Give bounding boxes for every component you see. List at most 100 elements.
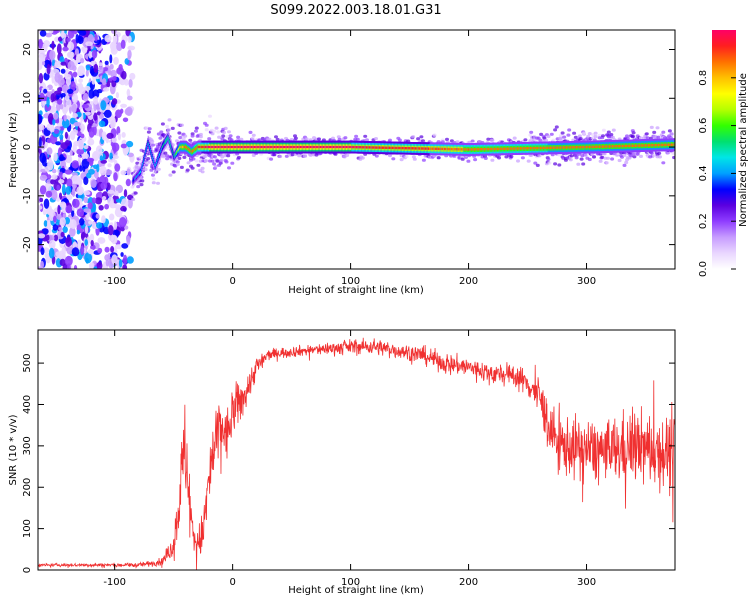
ridge-halo-mark: [466, 159, 471, 163]
ridge-halo-mark: [178, 136, 183, 140]
ridge-halo-mark: [198, 135, 203, 139]
ridge-halo-mark: [363, 134, 368, 138]
noise-mark: [58, 156, 66, 161]
noise-mark: [39, 92, 45, 102]
ridge-halo-mark: [661, 161, 666, 165]
ridge-halo-mark: [593, 135, 598, 139]
ridge-halo-mark: [391, 157, 396, 161]
noise-mark: [39, 185, 47, 195]
noise-mark: [60, 61, 67, 66]
noise-mark: [77, 35, 84, 45]
noise-mark: [78, 188, 83, 195]
noise-mark: [95, 213, 100, 219]
noise-mark: [40, 260, 44, 269]
ridge-halo-mark: [289, 138, 294, 142]
noise-mark: [71, 103, 77, 114]
noise-mark: [88, 127, 95, 138]
noise-mark: [128, 78, 133, 88]
ridge-halo-mark: [278, 154, 283, 159]
noise-mark: [69, 130, 76, 141]
ridge-halo-mark: [188, 138, 193, 142]
ridge-halo-mark: [572, 131, 577, 135]
noise-mark: [117, 132, 122, 141]
ridge-halo-mark: [223, 126, 228, 130]
spectrogram-ridge: [130, 114, 675, 202]
noise-mark: [59, 134, 64, 140]
ridge-halo-mark: [284, 154, 289, 158]
noise-mark: [107, 157, 116, 163]
ridge-halo-mark: [411, 135, 416, 139]
noise-mark: [106, 182, 111, 191]
noise-mark: [120, 143, 127, 149]
ridge-halo-mark: [210, 159, 215, 163]
noise-mark: [90, 240, 94, 246]
ridge-halo-mark: [160, 122, 165, 126]
noise-mark: [124, 58, 130, 65]
noise-mark: [98, 205, 104, 211]
noise-mark: [120, 252, 124, 257]
ridge-halo-mark: [200, 170, 205, 174]
ridge-halo-mark: [194, 129, 198, 133]
ridge-halo-mark: [226, 154, 231, 158]
ridge-halo-mark: [151, 143, 155, 147]
ridge-halo-mark: [657, 151, 662, 155]
ridge-halo-mark: [179, 123, 184, 127]
ridge-halo-mark: [669, 132, 674, 136]
ridge-halo-mark: [336, 135, 341, 139]
noise-mark: [53, 112, 59, 120]
ridge-halo-mark: [196, 163, 201, 167]
ridge-halo-mark: [432, 133, 437, 137]
ridge-halo-mark: [483, 156, 488, 160]
noise-mark: [87, 138, 95, 146]
noise-mark: [78, 82, 84, 92]
noise-mark: [43, 198, 50, 209]
ridge-halo-mark: [250, 136, 255, 140]
noise-mark: [93, 96, 99, 105]
noise-mark: [94, 197, 103, 205]
noise-mark: [81, 152, 89, 160]
noise-mark: [111, 30, 117, 34]
noise-mark: [90, 244, 96, 251]
noise-mark: [63, 114, 67, 122]
noise-mark: [80, 245, 85, 256]
noise-mark: [96, 261, 103, 269]
ridge-halo-mark: [219, 158, 224, 162]
noise-mark: [46, 234, 50, 241]
noise-mark: [92, 89, 100, 99]
ridge-halo-mark: [133, 191, 138, 195]
noise-mark: [127, 152, 134, 158]
ridge-halo-mark: [200, 166, 205, 170]
noise-mark: [72, 65, 77, 72]
noise-mark: [56, 196, 60, 202]
noise-mark: [127, 197, 133, 209]
ridge-halo-mark: [170, 126, 175, 130]
ridge-halo-mark: [551, 138, 556, 142]
noise-mark: [47, 113, 54, 124]
ridge-halo-mark: [523, 138, 528, 142]
noise-mark: [71, 198, 80, 208]
noise-mark: [91, 79, 96, 85]
ridge-halo-mark: [667, 129, 672, 133]
ridge-halo-mark: [297, 154, 302, 158]
ridge-halo-mark: [138, 155, 143, 160]
noise-mark: [80, 58, 85, 64]
noise-mark: [78, 139, 84, 150]
ridge-halo-mark: [529, 130, 534, 134]
noise-mark: [66, 37, 71, 42]
noise-mark: [61, 118, 70, 129]
noise-mark: [58, 226, 63, 231]
noise-mark: [39, 174, 48, 181]
noise-mark: [120, 170, 127, 176]
noise-mark: [45, 190, 53, 198]
noise-mark: [120, 205, 127, 212]
ridge-halo-mark: [158, 136, 163, 140]
noise-mark: [90, 60, 96, 66]
noise-mark: [43, 220, 48, 227]
ridge-halo-mark: [165, 124, 170, 129]
noise-mark: [120, 198, 129, 209]
noise-mark: [83, 145, 89, 150]
ridge-halo-mark: [649, 125, 654, 129]
noise-mark: [100, 100, 107, 111]
ridge-halo-mark: [355, 137, 360, 141]
